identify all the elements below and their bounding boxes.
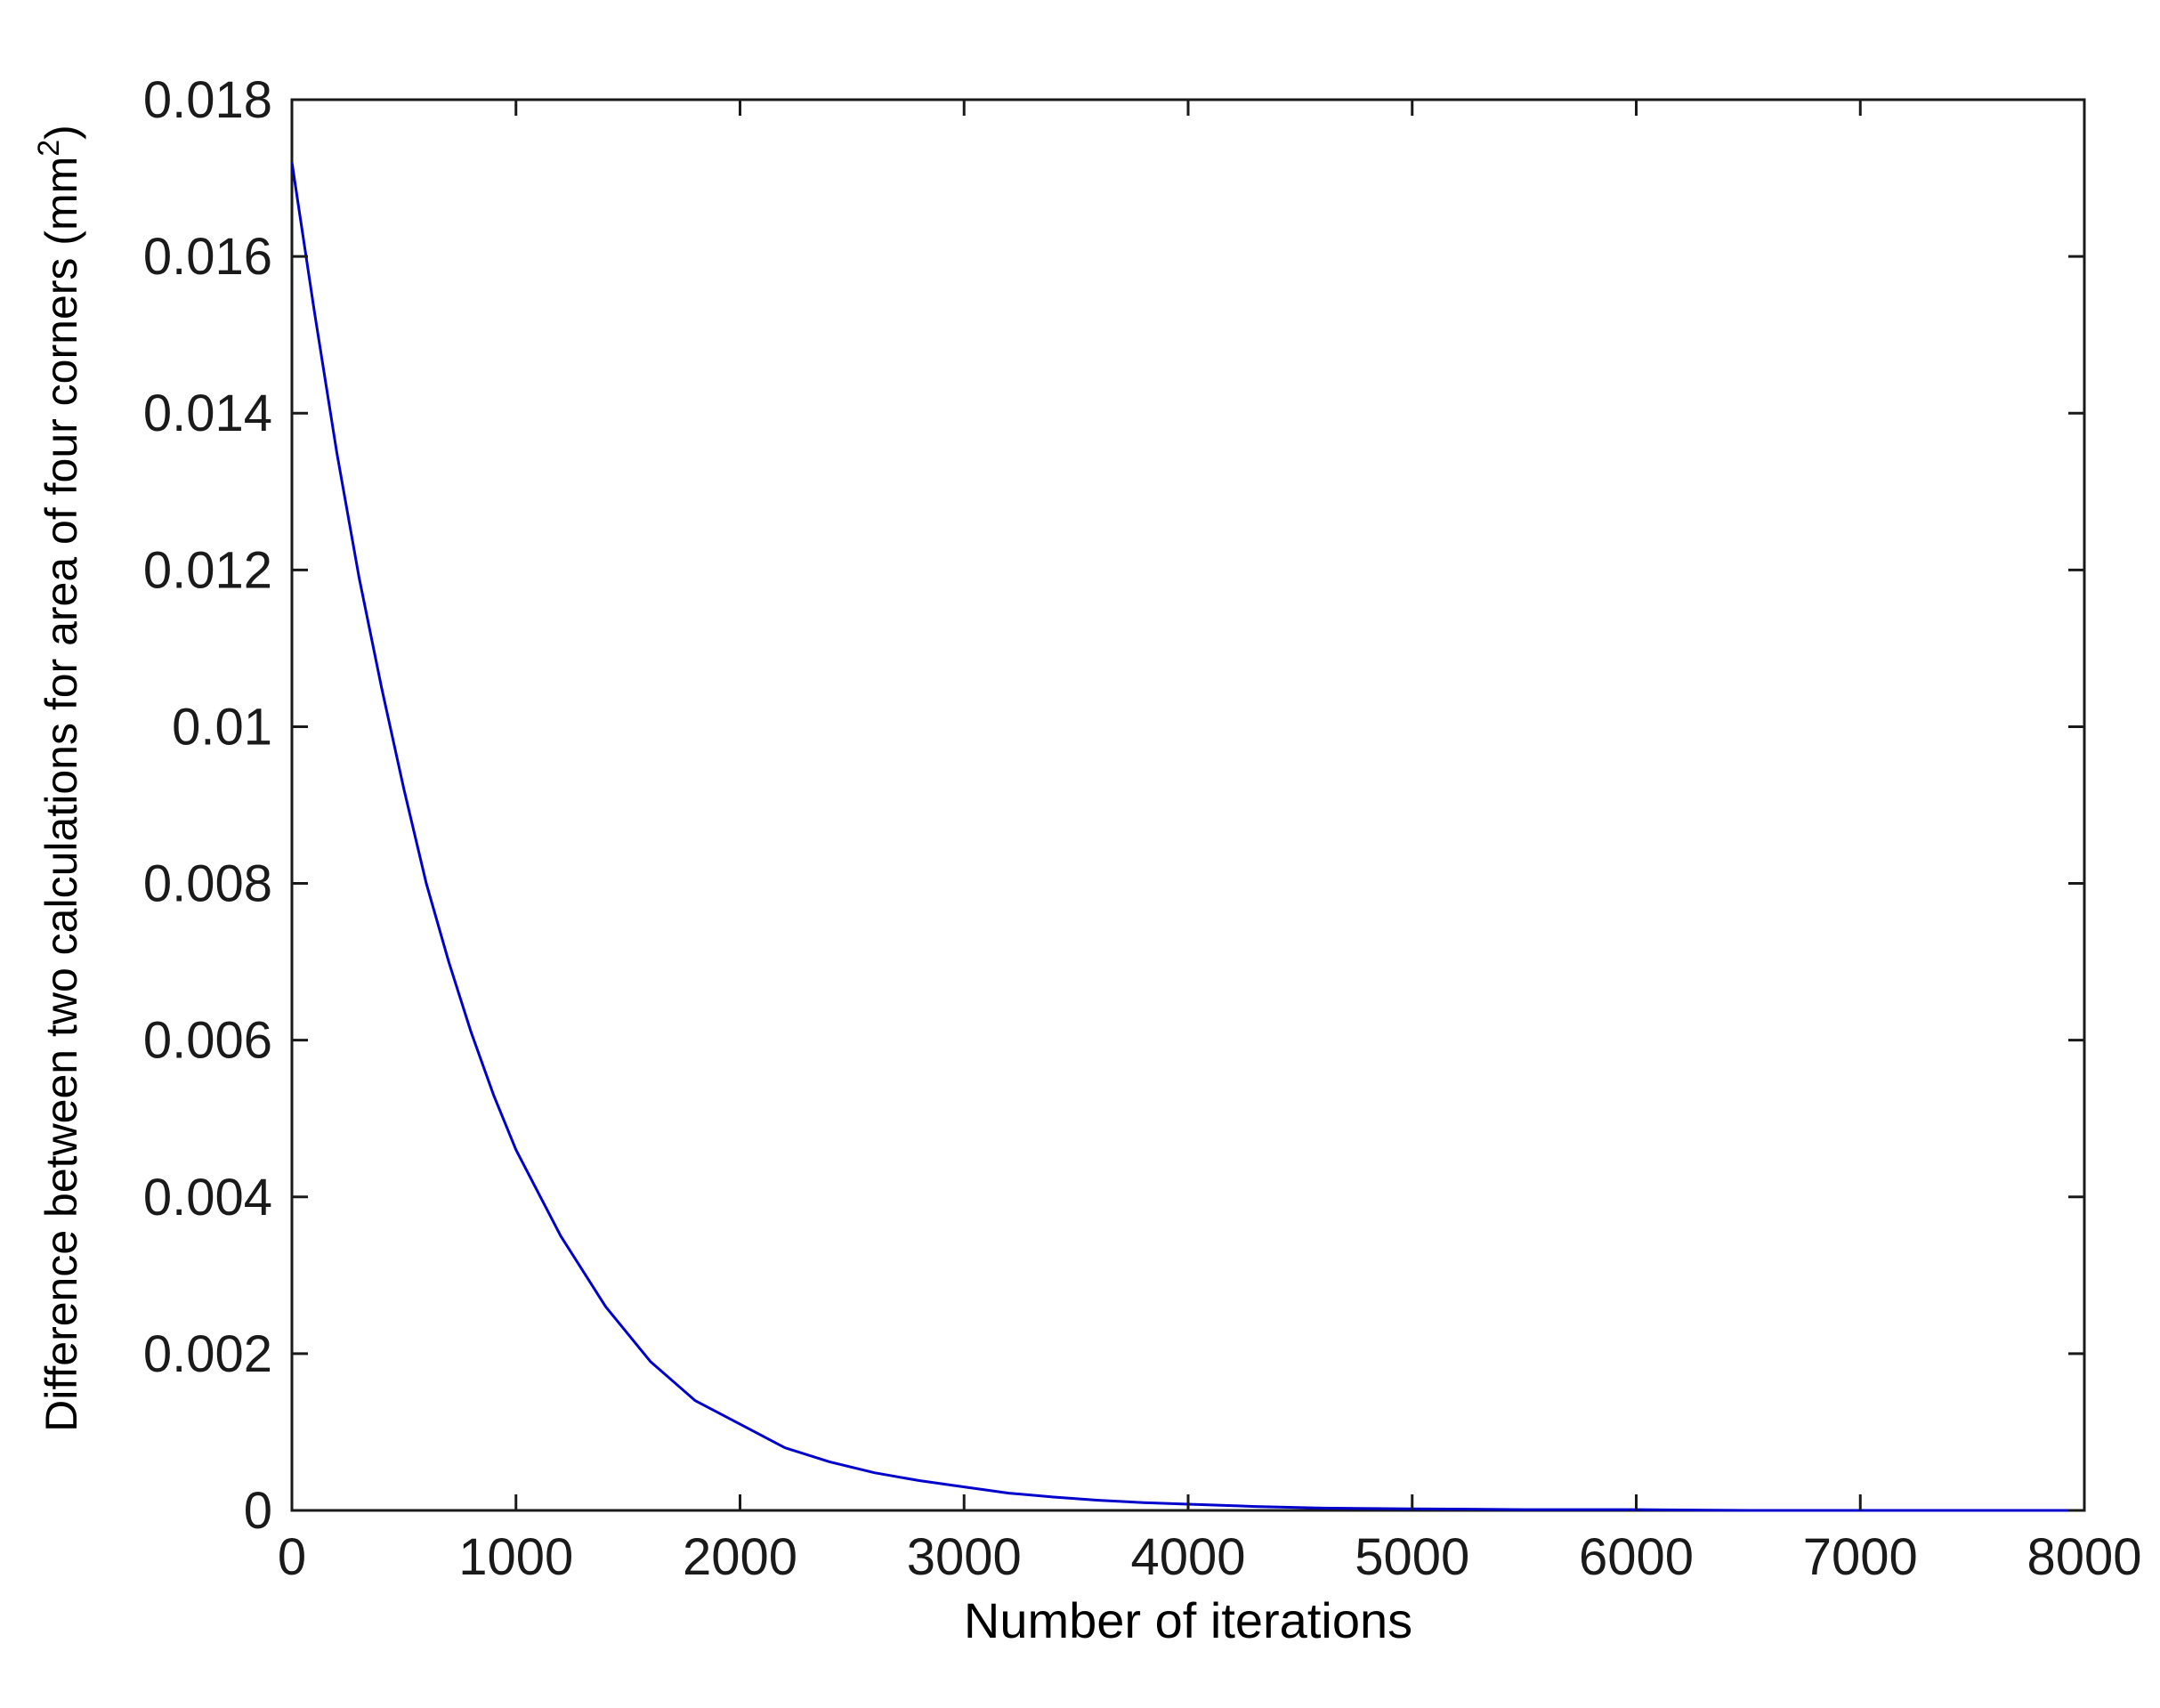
x-tick-label-2000: 2000 — [683, 1528, 797, 1586]
x-tick-label-6000: 6000 — [1579, 1528, 1694, 1586]
x-tick-label-7000: 7000 — [1803, 1528, 1918, 1586]
y-tick-label-0.014: 0.014 — [143, 385, 272, 442]
y-tick-label-0.016: 0.016 — [143, 228, 272, 286]
x-tick-label-1000: 1000 — [458, 1528, 573, 1586]
y-axis-label-main: Difference between two calculations for … — [36, 157, 86, 1432]
y-axis-label-superscript: 2 — [32, 140, 66, 157]
axis-ticks — [290, 98, 2086, 1512]
x-tick-label-8000: 8000 — [2027, 1528, 2141, 1586]
y-tick-label-0: 0 — [244, 1482, 272, 1540]
y-tick-label-0.008: 0.008 — [143, 855, 272, 913]
tick-labels: 0 1000 2000 3000 4000 5000 6000 7000 8000 0 0.002 0… — [143, 71, 2142, 1586]
y-tick-label-0.018: 0.018 — [143, 71, 272, 129]
x-tick-label-3000: 3000 — [907, 1528, 1022, 1586]
y-tick-label-0.004: 0.004 — [143, 1169, 272, 1226]
y-tick-label-0.01: 0.01 — [172, 698, 272, 756]
y-axis-label: Difference between two calculations for … — [32, 125, 86, 1432]
y-tick-label-0.006: 0.006 — [143, 1012, 272, 1070]
x-axis-label: Number of iterations — [964, 1592, 1412, 1648]
x-tick-label-4000: 4000 — [1130, 1528, 1245, 1586]
x-tick-label-0: 0 — [278, 1528, 306, 1586]
y-tick-label-0.002: 0.002 — [143, 1325, 272, 1383]
series-line-0 — [290, 162, 2084, 1512]
y-tick-label-0.012: 0.012 — [143, 541, 272, 599]
x-tick-label-5000: 5000 — [1355, 1528, 1469, 1586]
y-axis-label-close: ) — [36, 125, 86, 140]
